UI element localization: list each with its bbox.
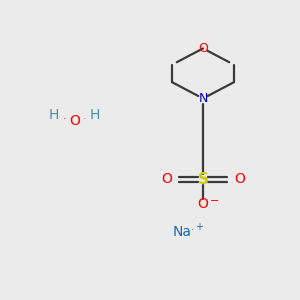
Text: O: O <box>198 197 208 212</box>
Text: O: O <box>198 42 208 55</box>
Text: O: O <box>161 172 172 186</box>
Text: S: S <box>197 172 208 187</box>
Text: Na: Na <box>173 225 192 239</box>
Text: +: + <box>196 222 203 232</box>
Text: ·: · <box>83 114 86 124</box>
Text: ·: · <box>191 225 194 235</box>
Text: ·: · <box>63 114 66 124</box>
Text: N: N <box>198 92 208 105</box>
Text: H: H <box>49 108 59 122</box>
Text: O: O <box>70 114 80 128</box>
Text: −: − <box>209 196 219 206</box>
Text: H: H <box>89 108 100 122</box>
Text: O: O <box>234 172 245 186</box>
